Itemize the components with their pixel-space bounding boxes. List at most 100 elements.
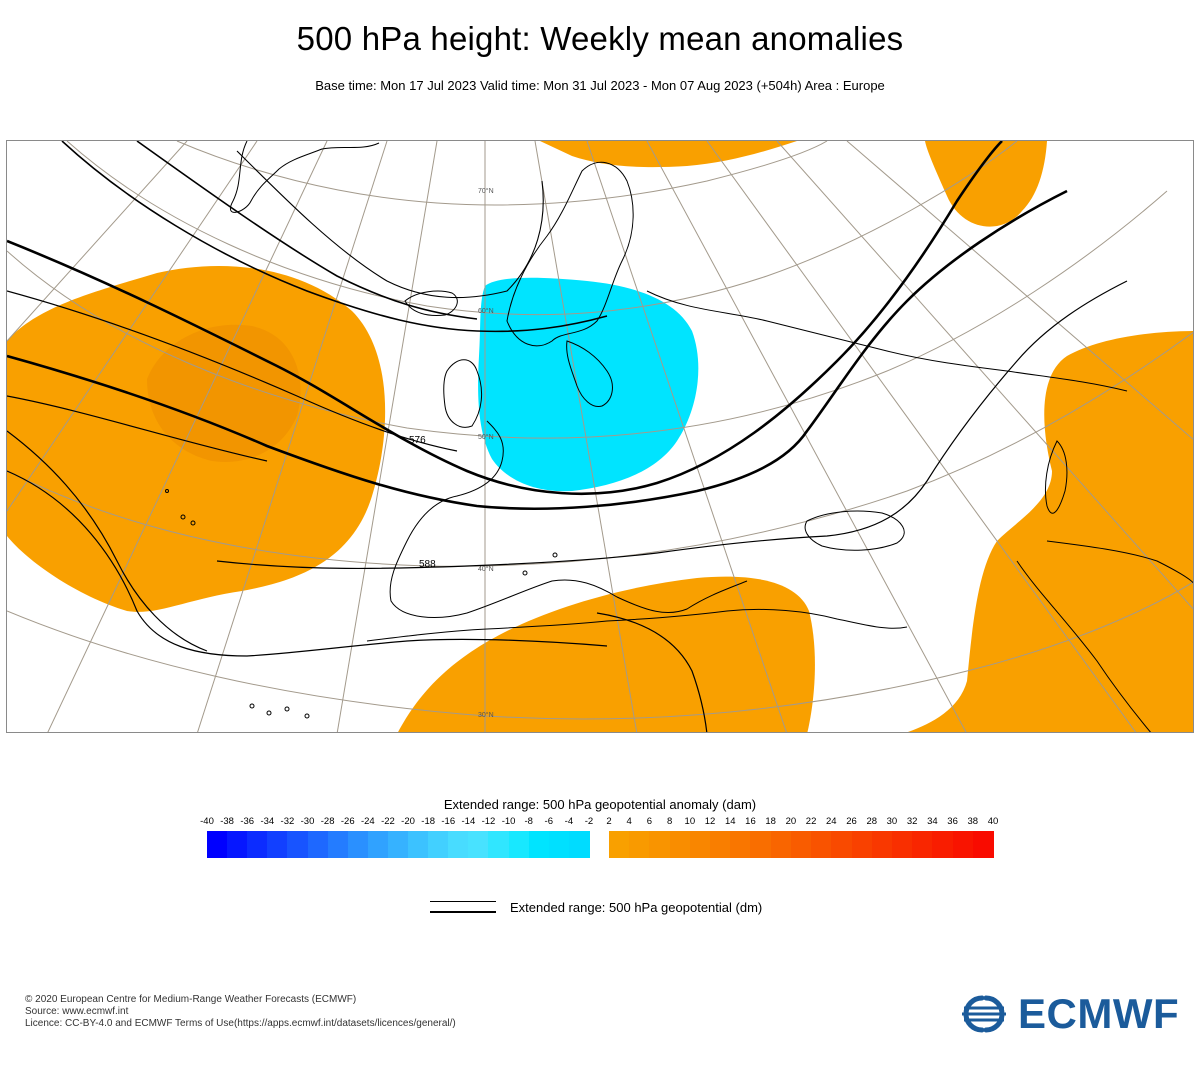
- colorbar-tick-label: -28: [320, 816, 335, 827]
- colorbar-swatch-negative: [227, 831, 248, 858]
- colorbar-tick-label: -2: [584, 816, 594, 827]
- colorbar-swatch-positive: [790, 831, 812, 858]
- colorbar-swatch-negative: [267, 831, 289, 858]
- colorbar-swatch-negative: [448, 831, 469, 858]
- contour-7: [7, 189, 1068, 511]
- colorbar-tick-label: 30: [886, 816, 898, 827]
- colorbar-swatch-negative: [568, 831, 590, 858]
- positive-anomaly-africa: [398, 576, 815, 732]
- colorbar-swatch-positive: [609, 831, 630, 858]
- contour-3: [236, 150, 544, 299]
- colorbar-swatch-negative: [488, 831, 510, 858]
- colorbar-tick-label: -32: [280, 816, 295, 827]
- colorbar-swatch-positive: [811, 831, 832, 858]
- chart-subtitle: Base time: Mon 17 Jul 2023 Valid time: M…: [315, 78, 885, 93]
- colorbar-tick-label: 18: [765, 816, 776, 827]
- colorbar-tick-label: -26: [340, 816, 355, 827]
- colorbar-tick-label: 6: [646, 816, 653, 827]
- geopotential-line-legend: Extended range: 500 hPa geopotential (dm…: [428, 898, 828, 920]
- coastlines: [230, 141, 1193, 732]
- colorbar-swatch-positive: [770, 831, 792, 858]
- british-isles-coast: [443, 359, 483, 428]
- contour-label-588: 588: [419, 559, 436, 570]
- colorbar-tick-label: -12: [481, 816, 496, 827]
- contour-9: [216, 280, 1128, 570]
- colorbar-tick-label: -6: [544, 816, 554, 827]
- colorbar-swatch-negative: [207, 831, 228, 858]
- colorbar-tick-label: -24: [360, 816, 375, 827]
- colorbar-tick-label: -4: [564, 816, 574, 827]
- colorbar-tick-label: -34: [260, 816, 275, 827]
- colorbar-swatch-negative: [367, 831, 389, 858]
- contour-2: [136, 141, 478, 320]
- legend-thin-line: [430, 901, 496, 902]
- colorbar-tick-label: 24: [826, 816, 837, 827]
- colorbar-tick-label: -38: [220, 816, 234, 827]
- lat-label-40: 40°N: [478, 565, 494, 573]
- geopotential-contours: [7, 141, 1128, 732]
- eastern-border: [646, 290, 1128, 392]
- map-panel: 576 588 70°N 60°N 50°N 40°N 30°N: [6, 140, 1194, 733]
- negative-anomaly-central-europe: [478, 277, 699, 492]
- footer-source: Source: www.ecmwf.int: [25, 1006, 129, 1017]
- western-europe-coast: [389, 420, 748, 618]
- caspian-coast: [1044, 440, 1068, 514]
- contour-8: [7, 470, 608, 657]
- colorbar-swatch-negative: [548, 831, 570, 858]
- colorbar-tick-label: 36: [947, 816, 958, 827]
- colorbar-swatch-positive: [871, 831, 893, 858]
- contour-6: [7, 395, 268, 462]
- colorbar-swatch-positive: [689, 831, 711, 858]
- red-sea-coast: [1016, 560, 1151, 732]
- colorbar-swatch-negative: [508, 831, 530, 858]
- colorbar-swatch-positive: [629, 831, 650, 858]
- colorbar-swatch-negative: [528, 831, 550, 858]
- colorbar-swatch-negative: [307, 831, 329, 858]
- black-sea-coast: [804, 510, 905, 551]
- colorbar-tick-label: 4: [626, 816, 632, 827]
- colorbar-swatch-negative: [387, 831, 409, 858]
- colorbar-swatch-positive: [831, 831, 853, 858]
- anomaly-fields: [7, 141, 1193, 732]
- colorbar-tick-label: -40: [200, 816, 214, 827]
- colorbar-tick-label: 28: [866, 816, 878, 827]
- lat-label-60: 60°N: [478, 307, 494, 315]
- contour-4: [7, 141, 1003, 496]
- colorbar-tick-label: 10: [684, 816, 696, 827]
- contour-1: [61, 141, 608, 333]
- colorbar-swatch-negative: [327, 831, 349, 858]
- colorbar-swatch-positive: [891, 831, 913, 858]
- colorbar-swatch-positive: [669, 831, 691, 858]
- greenland-coast: [230, 141, 380, 213]
- colorbar-tick-label: 20: [785, 816, 797, 827]
- colorbar-tick-label: -18: [421, 816, 436, 827]
- colorbar-tick-label: 34: [927, 816, 938, 827]
- map-labels: 576 588 70°N 60°N 50°N 40°N 30°N: [409, 187, 494, 719]
- colorbar-tick-label: 32: [906, 816, 918, 827]
- colorbar-tick-label: 16: [745, 816, 756, 827]
- contour-label-576: 576: [409, 435, 426, 446]
- baltic-coast: [566, 340, 613, 408]
- footer-copyright: © 2020 European Centre for Medium-Range …: [25, 994, 357, 1005]
- legend-thick-line: [430, 911, 496, 913]
- colorbar-swatch-positive: [932, 831, 954, 858]
- contour-11: [7, 430, 208, 652]
- colorbar-title: Extended range: 500 hPa geopotential ano…: [443, 797, 757, 812]
- colorbar-swatch-negative: [428, 831, 449, 858]
- colorbar-tick-label: 2: [606, 816, 612, 827]
- mediterranean-south-coast: [366, 608, 908, 642]
- colorbar-ticks: -40 -38 -36 -34 -32 -30 -28 -26 -24 -22 -20 -18 -16-…: [0, 816, 1200, 830]
- iceland-coast: [404, 290, 458, 316]
- colorbar-swatch-positive: [649, 831, 671, 858]
- lat-label-70: 70°N: [478, 187, 494, 195]
- colorbar-swatch-positive: [710, 831, 731, 858]
- colorbar-swatch-positive: [750, 831, 772, 858]
- colorbar-swatch-positive: [730, 831, 752, 858]
- legend-label: Extended range: 500 hPa geopotential (dm…: [510, 900, 763, 915]
- colorbar-tick-label: -30: [300, 816, 315, 827]
- colorbar-swatch-negative: [247, 831, 268, 858]
- colorbar-tick-label: -22: [381, 816, 395, 827]
- lat-label-50: 50°N: [478, 433, 494, 441]
- colorbar-swatch-negative: [287, 831, 309, 858]
- colorbar-tick-label: -36: [240, 816, 255, 827]
